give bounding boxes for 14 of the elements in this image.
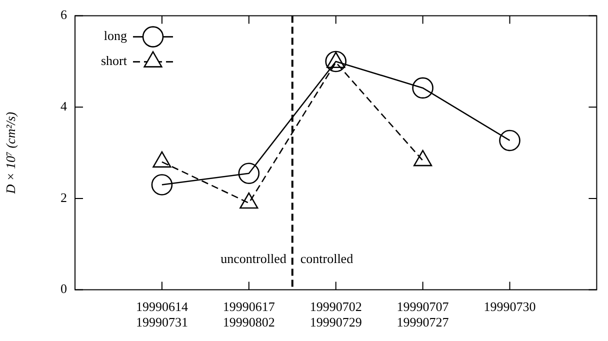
x-tick-label: 19990702 19990729 [310, 299, 362, 330]
y-tick-label: 4 [60, 98, 68, 114]
y-tick-label: 6 [60, 7, 68, 22]
legend-label: long [104, 28, 128, 44]
annotation: uncontrolled [220, 251, 287, 266]
x-tick-label: 19990614 19990731 [136, 299, 188, 330]
legend-label: short [101, 53, 128, 68]
x-tick-label: 19990707 19990727 [396, 299, 450, 330]
y-axis-title: D × 10⁷ (cm²/s) [3, 112, 18, 195]
y-tick-label: 2 [60, 190, 67, 205]
x-tick-label: 19990617 19990802 [222, 299, 276, 330]
x-tick-label: 19990730 [484, 299, 536, 314]
annotation: controlled [300, 251, 354, 266]
y-tick-label: 0 [60, 281, 67, 296]
